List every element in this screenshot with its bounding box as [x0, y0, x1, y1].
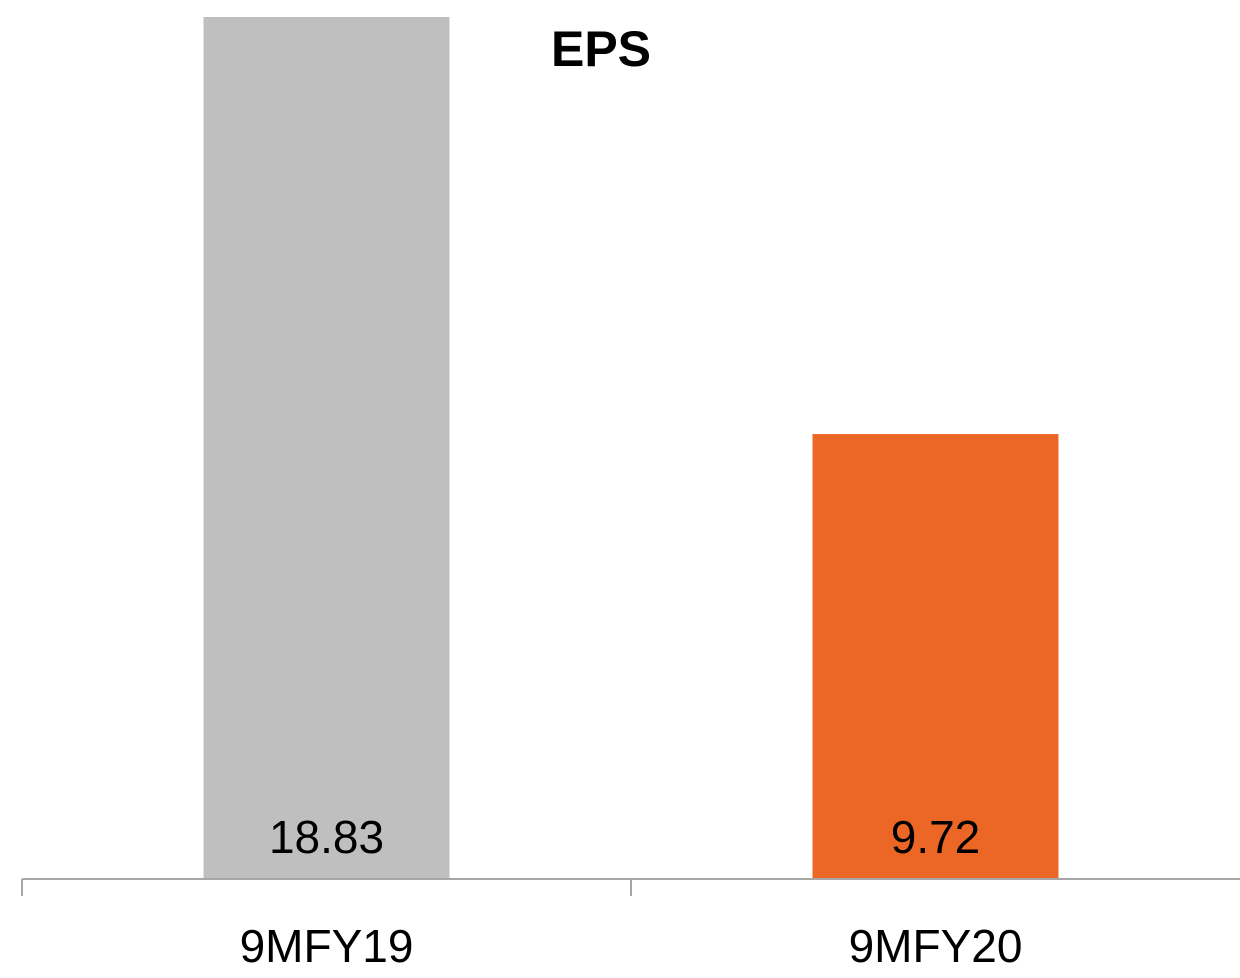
bar-9mfy19	[203, 17, 450, 879]
tick-label-9mfy20: 9MFY20	[849, 920, 1023, 972]
x-axis	[21, 878, 1240, 896]
tick-label-9mfy19: 9MFY19	[240, 920, 414, 972]
data-label-9mfy20: 9.72	[891, 811, 981, 863]
data-label-9mfy19: 18.83	[269, 811, 384, 863]
bar-9mfy20	[812, 434, 1059, 879]
chart-title: EPS	[551, 21, 651, 77]
labels-layer: 18.83 9MFY19 9.72 9MFY20	[240, 811, 1023, 972]
bars-layer	[203, 17, 1059, 879]
